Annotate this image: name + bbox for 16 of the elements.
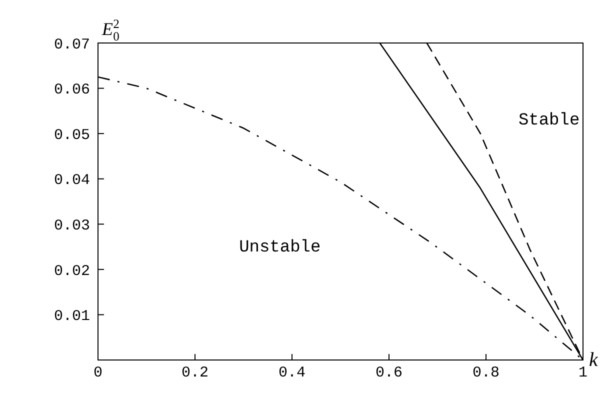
x-tick-label: 0 [93, 364, 103, 382]
x-tick-label: 0.4 [278, 364, 306, 382]
x-tick-label: 0.2 [181, 364, 209, 382]
y-tick-label: 0.06 [54, 82, 90, 99]
x-tick-label: 0.6 [375, 364, 403, 382]
annotation: Unstable [239, 238, 321, 258]
y-tick-label: 0.05 [54, 126, 90, 144]
y-tick-label: 0.02 [54, 262, 90, 280]
x-tick-label: 0.8 [472, 364, 500, 382]
y-tick-label: 0.01 [54, 308, 90, 326]
x-tick-label: 1 [578, 364, 588, 382]
y-tick-label: 0.03 [54, 217, 90, 234]
annotation: Stable [518, 112, 580, 131]
y-tick-label: 0.07 [54, 36, 90, 54]
x-axis-title: k [589, 349, 599, 371]
y-tick-label: 0.04 [54, 172, 90, 190]
